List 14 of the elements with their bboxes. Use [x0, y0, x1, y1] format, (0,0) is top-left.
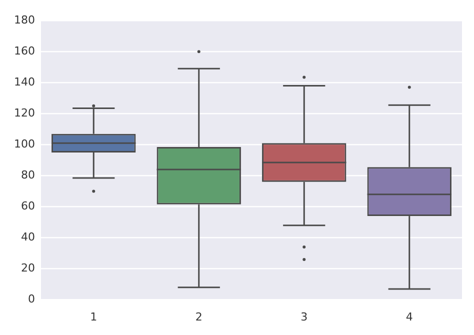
- y-tick-label: 40: [20, 230, 35, 244]
- y-tick-label: 60: [20, 200, 35, 213]
- x-tick-label: 1: [90, 310, 98, 324]
- y-tick-label: 20: [20, 262, 35, 275]
- y-tick-label: 120: [14, 106, 35, 120]
- y-tick-label: 80: [20, 168, 35, 182]
- y-tick-label: 160: [14, 44, 35, 58]
- y-tick-label: 100: [14, 138, 35, 151]
- x-tick-label: 3: [300, 310, 308, 324]
- x-tick-label: 2: [195, 310, 202, 324]
- y-tick-label: 180: [14, 13, 35, 26]
- y-tick-label: 140: [14, 76, 35, 89]
- y-tick-label: 0: [28, 292, 35, 306]
- x-tick-label: 4: [406, 310, 413, 324]
